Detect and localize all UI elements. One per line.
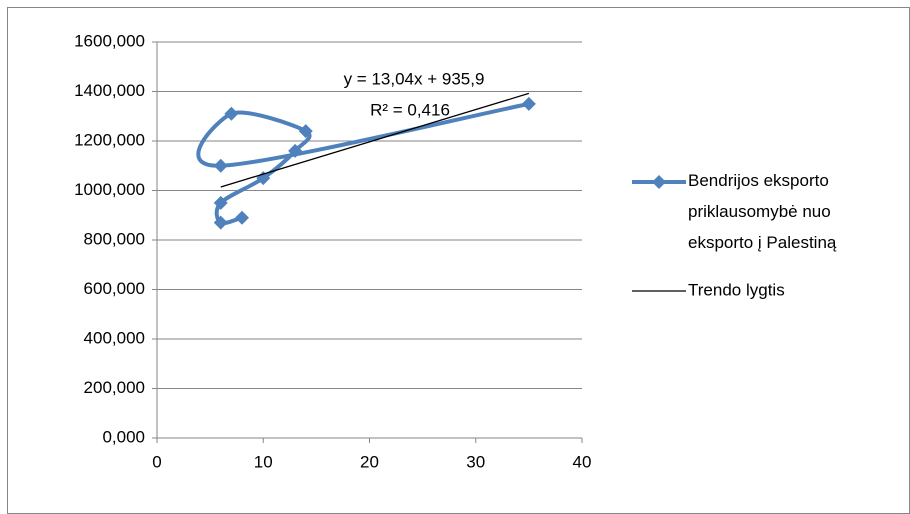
marker xyxy=(521,96,536,111)
y-tick-label: 200,000 xyxy=(84,378,145,397)
marker xyxy=(235,210,249,225)
annotation: y = 13,04x + 935,9 xyxy=(344,69,485,88)
x-tick-label: 20 xyxy=(360,452,379,471)
marker xyxy=(224,106,239,121)
y-tick-label: 1200,000 xyxy=(74,130,145,149)
legend-label: Trendo lygtis xyxy=(688,280,785,299)
y-tick-label: 0,000 xyxy=(102,427,145,446)
marker xyxy=(213,158,228,173)
x-tick-label: 0 xyxy=(152,452,161,471)
legend-marker xyxy=(652,175,666,189)
x-tick-label: 10 xyxy=(254,452,273,471)
y-tick-label: 1600,000 xyxy=(74,31,145,50)
marker xyxy=(213,215,228,230)
x-tick-label: 40 xyxy=(573,452,592,471)
x-tick-label: 30 xyxy=(466,452,485,471)
y-tick-label: 1000,000 xyxy=(74,180,145,199)
y-tick-label: 600,000 xyxy=(84,279,145,298)
marker xyxy=(298,124,313,139)
legend-label: Bendrijos eksporto priklausomybė nuo ekspo… xyxy=(688,171,837,252)
annotation: R² = 0,416 xyxy=(370,100,450,119)
y-tick-label: 1400,000 xyxy=(74,81,145,100)
y-tick-label: 400,000 xyxy=(84,328,145,347)
marker xyxy=(288,143,303,158)
trend-line xyxy=(220,92,530,188)
y-tick-label: 800,000 xyxy=(84,229,145,248)
marker xyxy=(213,195,228,210)
